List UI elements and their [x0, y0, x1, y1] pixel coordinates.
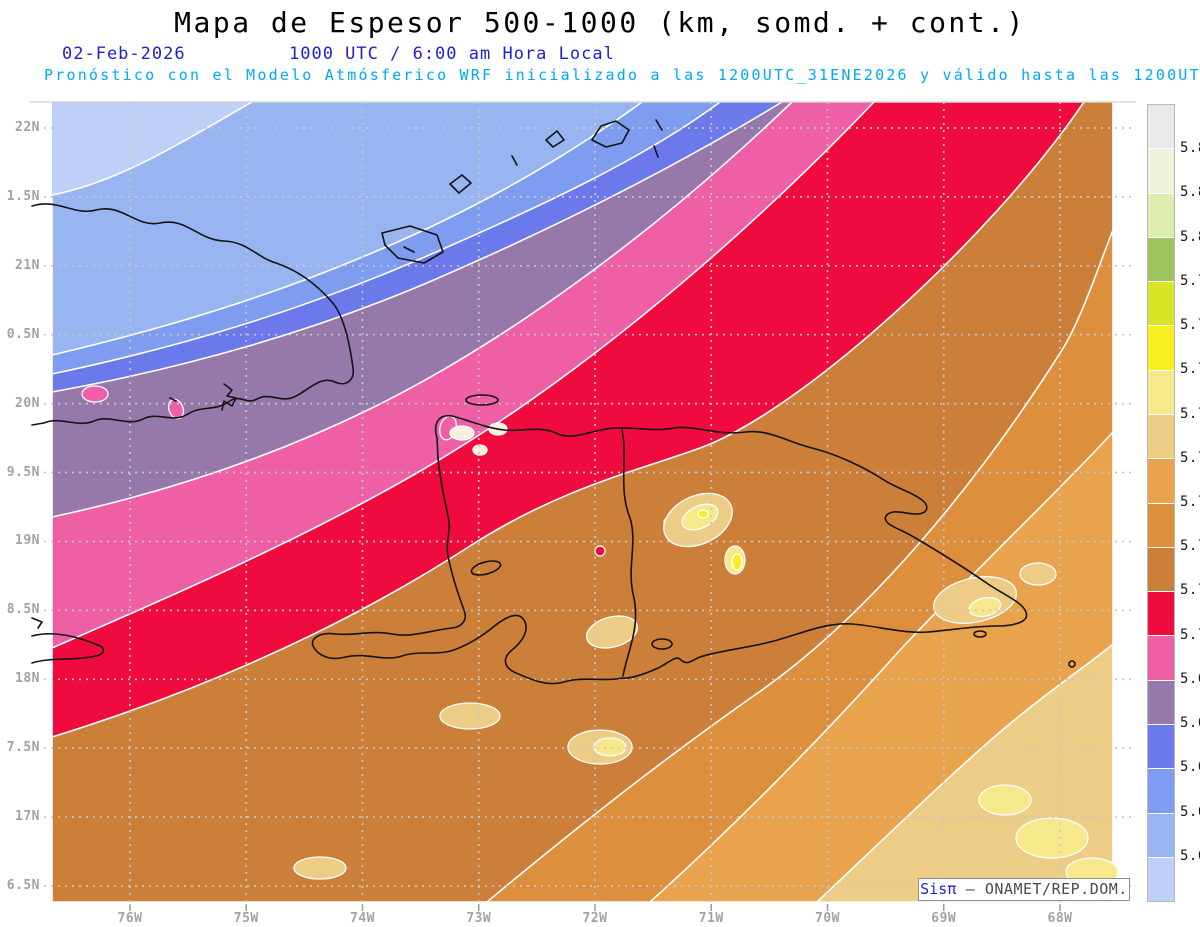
lat-label-7.5N: 7.5N — [6, 740, 40, 756]
colorbar-segment-2 — [1148, 192, 1174, 237]
colorbar-segment-7 — [1148, 413, 1174, 459]
colorbar-segment-3 — [1148, 236, 1174, 282]
colorbar-label-5.676: 5.676 — [1180, 715, 1200, 732]
colorbar-label-5.688: 5.688 — [1180, 670, 1200, 687]
saona-island — [973, 630, 987, 638]
colorbar-segment-15 — [1148, 768, 1174, 813]
tortue-island — [465, 394, 499, 406]
colorbar-segment-5 — [1148, 325, 1174, 370]
colorbar — [1147, 104, 1175, 902]
lat-label-20N: 20N — [15, 395, 40, 411]
local-contour-patches — [81, 385, 1119, 887]
colorbar-segment-14 — [1148, 723, 1174, 769]
colorbar-label-5.807: 5.807 — [1180, 228, 1200, 245]
haiti-dr-border — [621, 429, 637, 677]
colorbar-segment-6 — [1148, 369, 1174, 414]
hispaniola-coastline — [311, 414, 1028, 685]
lake-enriquillo — [651, 638, 673, 650]
colorbar-label-5.652: 5.652 — [1180, 803, 1200, 820]
turks-caicos-islands — [511, 119, 663, 166]
valid-date: 02-Feb-2026 — [62, 44, 186, 64]
lon-label-76W: 76W — [117, 911, 143, 926]
axis-ticks — [129, 904, 1061, 911]
colorbar-label-5.795: 5.795 — [1180, 272, 1200, 289]
colorbar-label-5.724: 5.724 — [1180, 538, 1200, 555]
colorbar-label-5.664: 5.664 — [1180, 759, 1200, 776]
lon-label-74W: 74W — [350, 911, 375, 926]
lat-label-22N: 22N — [15, 120, 40, 135]
colorbar-label-5.748: 5.748 — [1180, 449, 1200, 466]
lon-label-70W: 70W — [815, 911, 840, 926]
colorbar-label-5.783: 5.783 — [1180, 317, 1200, 334]
colorbar-label-5.772: 5.772 — [1180, 361, 1200, 378]
valid-time: 1000 UTC / 6:00 am Hora Local — [289, 44, 615, 64]
colorbar-segment-12 — [1148, 635, 1174, 680]
colorbar-segment-11 — [1148, 591, 1174, 636]
lat-label-21N: 21N — [15, 257, 40, 273]
colorbar-label-5.64: 5.64 — [1180, 847, 1200, 864]
brand-logo: Sisπ — [920, 880, 957, 898]
thickness-bands — [51, 101, 1114, 903]
lon-label-68W: 68W — [1047, 911, 1073, 926]
colorbar-label-5.736: 5.736 — [1180, 493, 1200, 510]
colorbar-segment-16 — [1148, 812, 1174, 857]
lon-label-75W: 75W — [233, 911, 259, 926]
page-title: Mapa de Espesor 500-1000 (km, somd. + co… — [174, 6, 1026, 39]
colorbar-segment-9 — [1148, 502, 1174, 547]
lat-label-8.5N: 8.5N — [6, 602, 40, 618]
gonave-island — [470, 560, 502, 576]
coastlines — [31, 119, 1076, 685]
colorbar-segment-1 — [1148, 148, 1174, 193]
grid-lines — [44, 102, 1136, 902]
colorbar-label-5.819: 5.819 — [1180, 184, 1200, 201]
lat-label-18N: 18N — [15, 671, 40, 687]
colorbar-label-5.76: 5.76 — [1180, 405, 1200, 422]
lat-label-1.5N: 1.5N — [6, 188, 40, 204]
lat-label-17N: 17N — [15, 809, 40, 825]
colorbar-segment-4 — [1148, 281, 1174, 326]
colorbar-segment-8 — [1148, 458, 1174, 503]
colorbar-label-5.7: 5.7 — [1180, 626, 1200, 643]
cuba-coastline — [31, 203, 355, 426]
lon-label-71W: 71W — [698, 911, 724, 926]
attribution-text: – ONAMET/REP.DOM. — [956, 880, 1128, 898]
attribution-box: Sisπ – ONAMET/REP.DOM. — [918, 878, 1130, 901]
lat-label-9.5N: 9.5N — [6, 464, 40, 480]
colorbar-segment-0 — [1148, 105, 1174, 149]
colorbar-label-5.831: 5.831 — [1180, 140, 1200, 157]
mona-island — [1068, 660, 1076, 668]
jamaica-coastline — [31, 617, 105, 664]
colorbar-segment-10 — [1148, 546, 1174, 592]
colorbar-segment-17 — [1148, 856, 1174, 902]
lon-label-69W: 69W — [931, 911, 957, 926]
colorbar-segment-13 — [1148, 679, 1174, 724]
forecast-note: Pronóstico con el Modelo Atmósferico WRF… — [44, 66, 1200, 84]
lon-label-72W: 72W — [582, 911, 608, 926]
cuba-cays — [169, 383, 237, 411]
little-inagua-island — [449, 174, 472, 194]
great-inagua-island — [381, 225, 444, 264]
lat-label-19N: 19N — [15, 533, 40, 549]
colorbar-label-5.712: 5.712 — [1180, 582, 1200, 599]
lat-label-0.5N: 0.5N — [6, 326, 40, 342]
lon-label-73W: 73W — [466, 911, 492, 926]
lat-label-6.5N: 6.5N — [6, 877, 40, 893]
